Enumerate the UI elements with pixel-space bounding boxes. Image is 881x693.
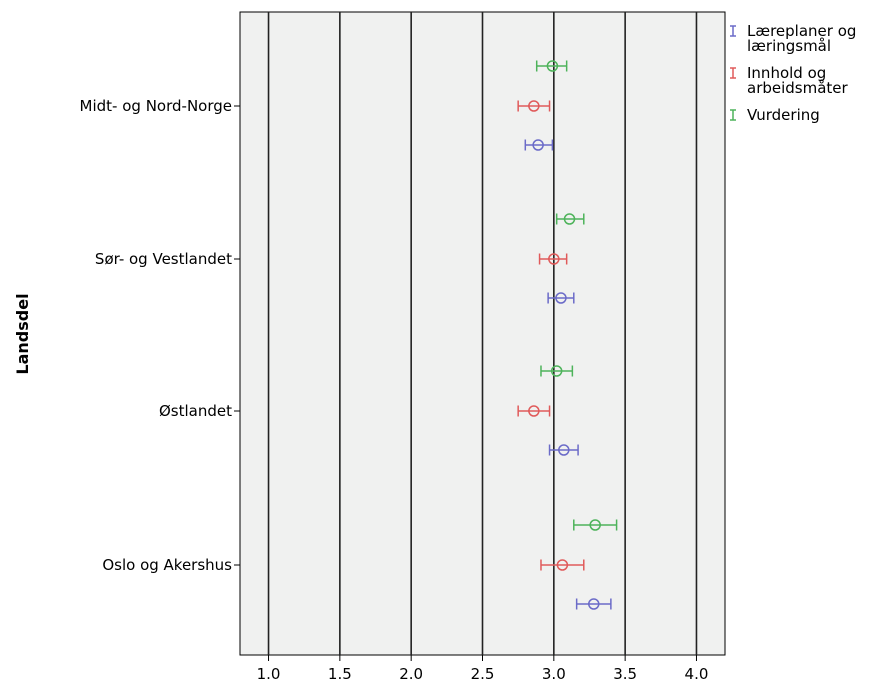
category-label: Oslo og Akershus: [102, 556, 232, 574]
mean-point: [528, 100, 540, 112]
grid-lines: [267, 12, 698, 655]
legend-entry-label: Innhold og: [747, 64, 826, 82]
mean-point: [563, 213, 576, 225]
legend-entry-label: læringsmål: [747, 37, 831, 55]
mean-point: [550, 365, 563, 377]
x-tick-label: 3.0: [542, 665, 566, 683]
mean-point: [556, 559, 569, 571]
x-tick-label: 1.0: [257, 665, 281, 683]
y-axis-title: Landsdel: [13, 293, 32, 374]
legend-entry-label: Vurdering: [747, 106, 820, 124]
mean-point: [532, 139, 544, 151]
x-tick-label: 1.5: [328, 665, 352, 683]
mean-point: [555, 292, 567, 304]
y-axis: Midt- og Nord-Norge Sør- og Vestlandet Øst…: [80, 97, 240, 574]
category-label: Østlandet: [159, 402, 232, 420]
x-axis: 1.0 1.5 2.0 2.5 3.0 3.5 4.0: [257, 655, 709, 683]
mean-point: [546, 60, 559, 72]
mean-point: [548, 253, 560, 265]
x-tick-label: 2.5: [471, 665, 495, 683]
mean-point: [589, 519, 601, 531]
legend-entry-label: arbeidsmåter: [747, 79, 849, 97]
x-tick-label: 2.0: [399, 665, 423, 683]
mean-point: [558, 444, 570, 456]
mean-point: [588, 598, 600, 610]
category-label: Midt- og Nord-Norge: [80, 97, 232, 115]
data-marks: [517, 60, 618, 610]
x-tick-label: 4.0: [685, 665, 709, 683]
x-tick-label: 3.5: [613, 665, 637, 683]
legend-entry-label: Læreplaner og: [747, 22, 856, 40]
category-label: Sør- og Vestlandet: [95, 250, 232, 268]
mean-point: [528, 405, 540, 417]
